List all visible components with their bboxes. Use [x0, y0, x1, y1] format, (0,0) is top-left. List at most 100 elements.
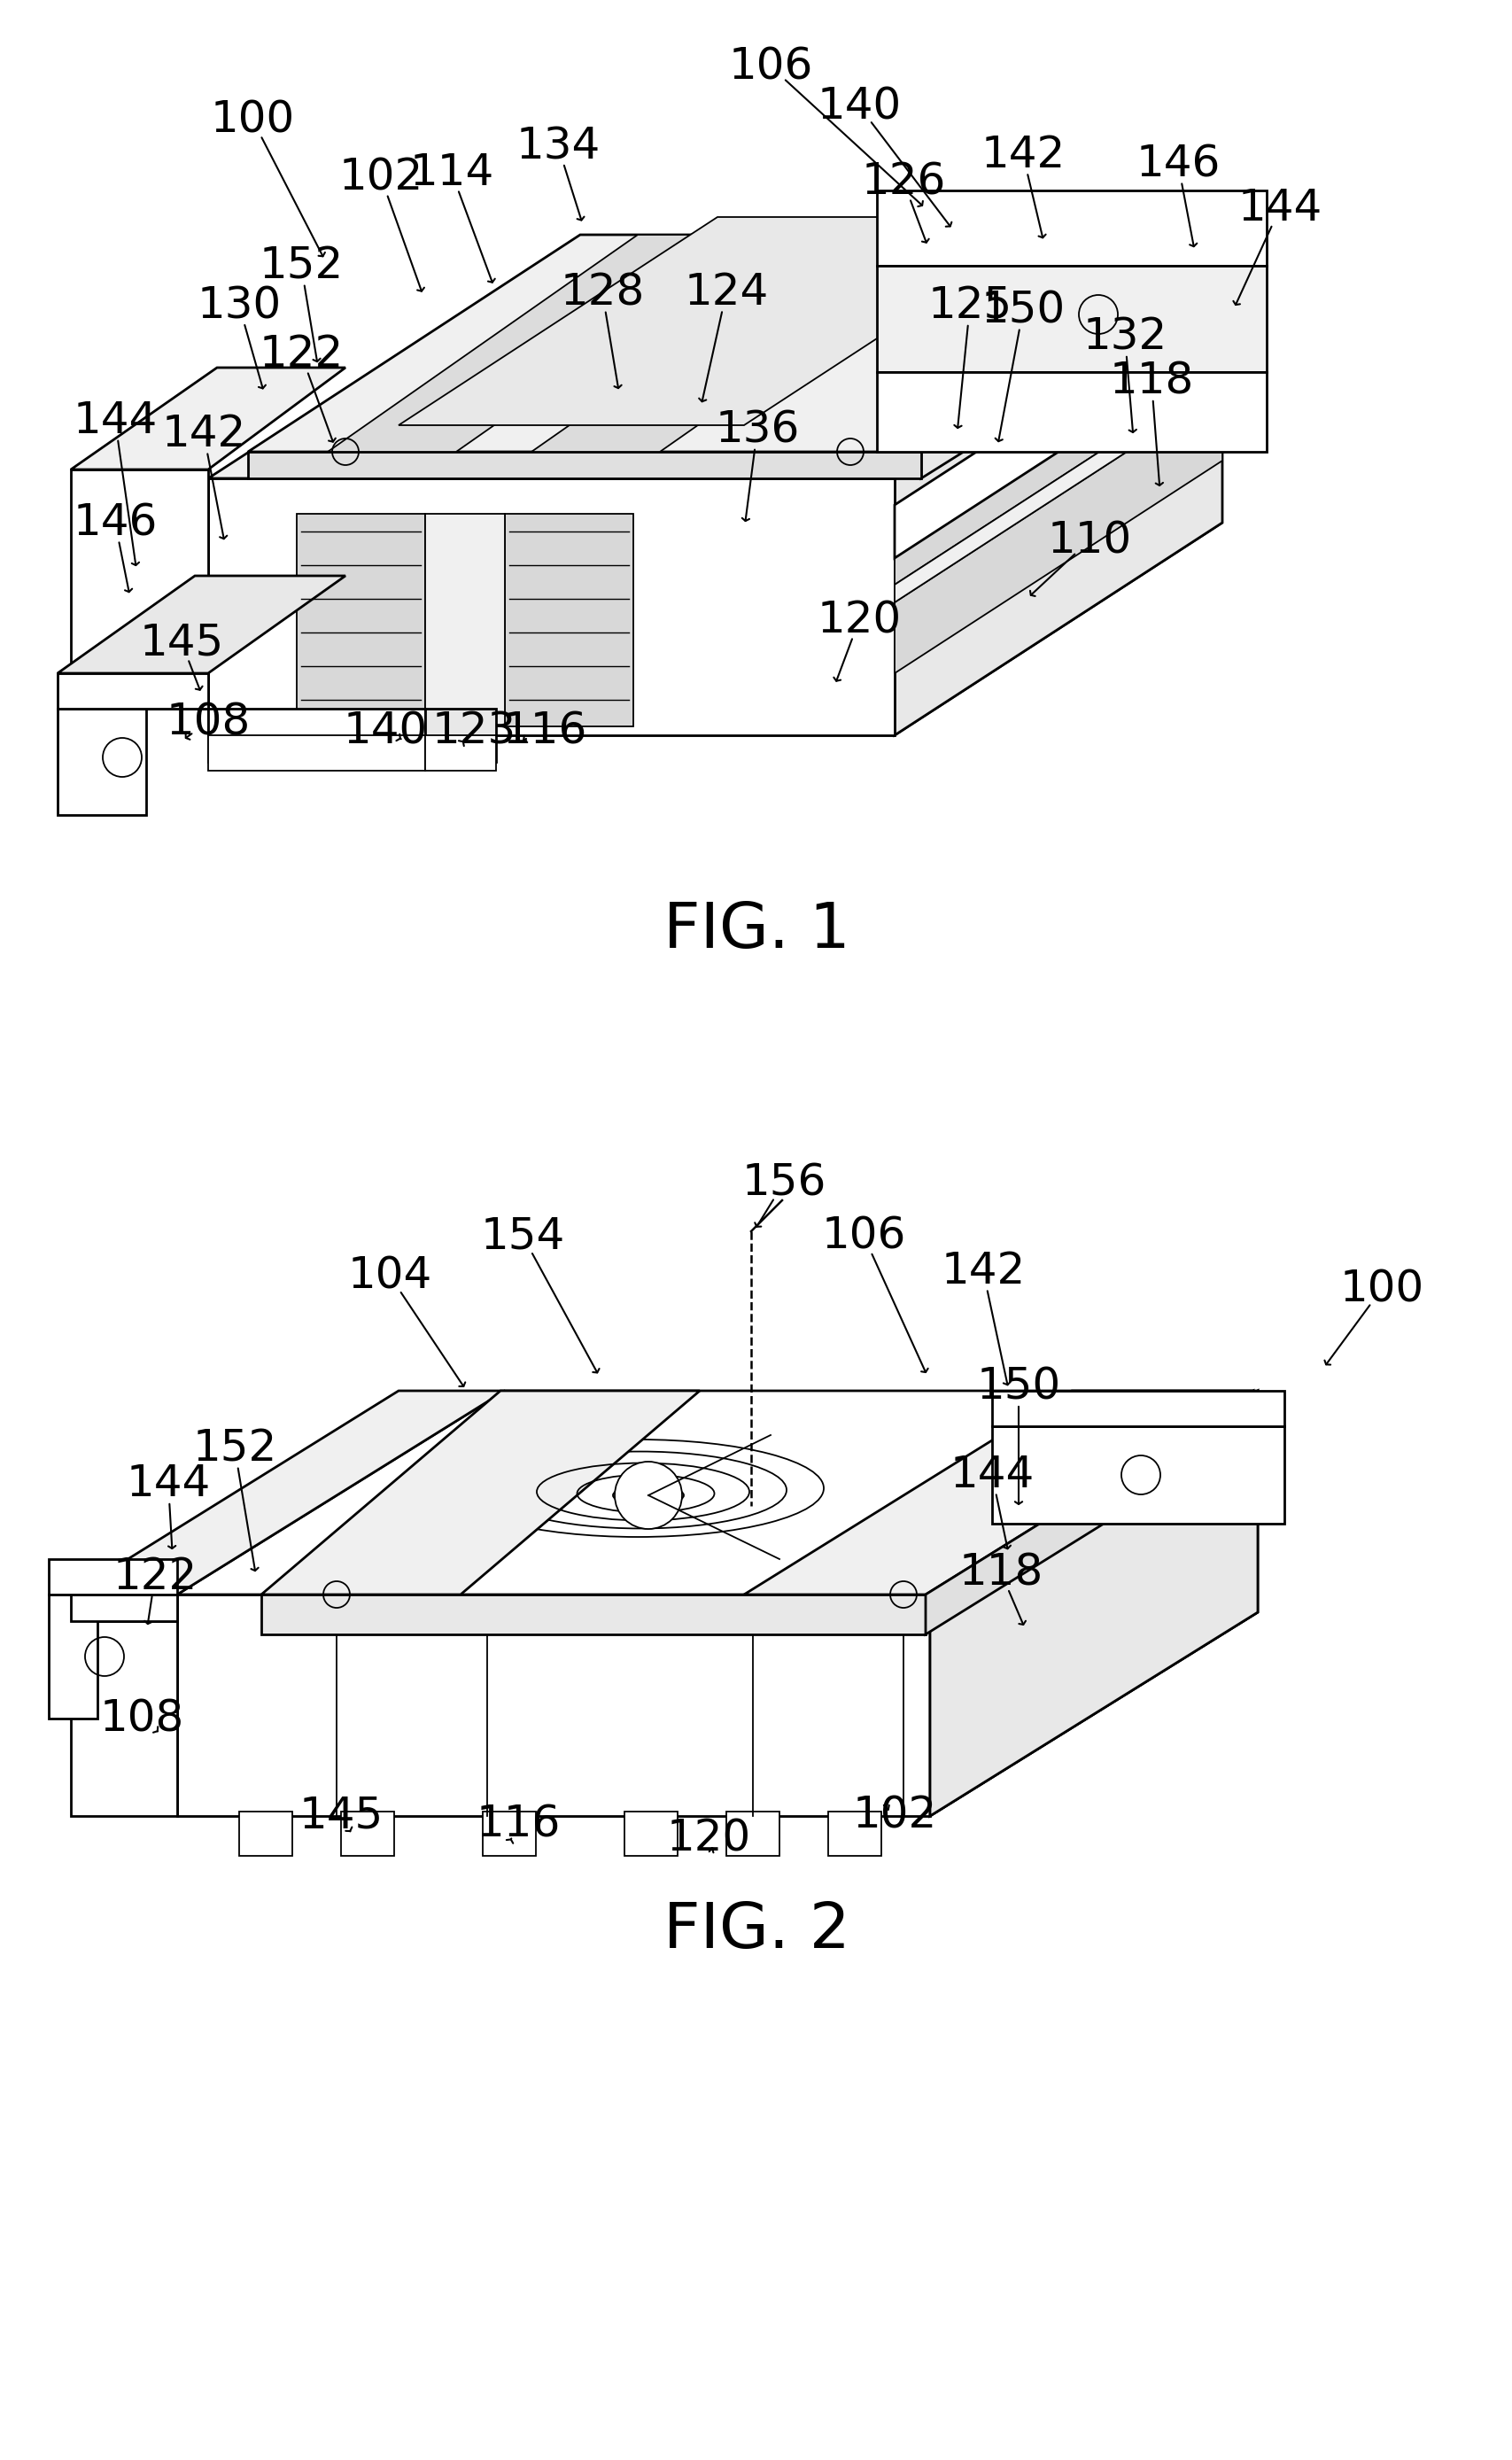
Polygon shape	[328, 266, 783, 477]
Polygon shape	[535, 266, 992, 477]
Text: 144: 144	[125, 1464, 210, 1506]
Text: 145: 145	[139, 620, 224, 664]
Polygon shape	[209, 708, 425, 763]
Polygon shape	[340, 1811, 395, 1855]
Polygon shape	[531, 234, 969, 453]
Text: 144: 144	[73, 399, 157, 443]
Text: 120: 120	[667, 1818, 750, 1860]
Text: 154: 154	[481, 1215, 564, 1257]
Text: 118: 118	[1108, 359, 1193, 401]
Polygon shape	[921, 234, 1252, 477]
Text: 123: 123	[431, 708, 516, 753]
Polygon shape	[71, 367, 345, 470]
Text: 116: 116	[502, 708, 587, 753]
Polygon shape	[877, 266, 1266, 371]
Text: 106: 106	[727, 44, 812, 89]
Text: 100: 100	[210, 98, 295, 140]
Polygon shape	[248, 453, 921, 477]
Text: 125: 125	[927, 285, 1012, 327]
Text: 104: 104	[348, 1255, 431, 1296]
Text: 108: 108	[166, 701, 249, 743]
Polygon shape	[425, 514, 505, 726]
Text: 146: 146	[1136, 143, 1220, 184]
Circle shape	[614, 1461, 682, 1530]
Polygon shape	[48, 1594, 97, 1720]
Text: 145: 145	[299, 1796, 383, 1838]
Text: 110: 110	[1046, 519, 1131, 561]
Text: 122: 122	[113, 1555, 197, 1599]
Polygon shape	[505, 514, 634, 726]
Text: FIG. 2: FIG. 2	[662, 1902, 850, 1961]
Polygon shape	[398, 216, 1063, 426]
Text: 122: 122	[259, 332, 343, 376]
Polygon shape	[925, 1390, 1252, 1633]
Polygon shape	[177, 1611, 1256, 1815]
Polygon shape	[624, 1811, 677, 1855]
Text: 146: 146	[73, 502, 157, 544]
Text: 102: 102	[339, 155, 423, 199]
Text: 116: 116	[476, 1803, 559, 1845]
Polygon shape	[262, 1594, 925, 1633]
Polygon shape	[992, 1427, 1284, 1523]
Text: 144: 144	[1237, 187, 1321, 229]
Polygon shape	[296, 514, 425, 726]
Polygon shape	[177, 1390, 1256, 1594]
Polygon shape	[930, 1412, 1256, 1815]
Text: 156: 156	[741, 1161, 826, 1203]
Polygon shape	[726, 1811, 779, 1855]
Polygon shape	[482, 1811, 535, 1855]
Polygon shape	[57, 576, 345, 674]
Polygon shape	[425, 708, 496, 763]
Polygon shape	[71, 1594, 177, 1621]
Text: 142: 142	[940, 1250, 1025, 1292]
Polygon shape	[71, 1390, 505, 1594]
Text: 152: 152	[192, 1427, 277, 1469]
Polygon shape	[744, 1390, 1252, 1594]
Polygon shape	[877, 189, 1266, 266]
Text: 128: 128	[559, 271, 644, 312]
Text: 118: 118	[959, 1552, 1042, 1594]
Text: 144: 144	[950, 1454, 1034, 1496]
Polygon shape	[930, 1390, 1256, 1815]
Polygon shape	[894, 300, 1222, 585]
Text: 140: 140	[343, 708, 428, 753]
Text: 108: 108	[100, 1697, 184, 1739]
Polygon shape	[894, 371, 1222, 603]
Text: 142: 142	[162, 413, 246, 455]
Polygon shape	[71, 1621, 177, 1815]
Polygon shape	[248, 234, 1252, 453]
Polygon shape	[48, 1560, 177, 1594]
Text: 120: 120	[816, 598, 901, 642]
Polygon shape	[894, 266, 1222, 736]
Text: 150: 150	[975, 1365, 1060, 1407]
Text: 100: 100	[1338, 1267, 1423, 1311]
Polygon shape	[827, 1811, 881, 1855]
Polygon shape	[930, 1390, 1256, 1616]
Polygon shape	[209, 522, 1222, 736]
Text: 150: 150	[980, 288, 1064, 332]
Polygon shape	[877, 371, 1266, 453]
Text: 126: 126	[860, 160, 945, 202]
Polygon shape	[992, 1390, 1284, 1427]
Polygon shape	[894, 389, 1222, 674]
Polygon shape	[328, 234, 765, 453]
Polygon shape	[177, 1594, 930, 1815]
Polygon shape	[209, 477, 894, 736]
Text: 134: 134	[516, 125, 600, 167]
Text: 102: 102	[851, 1796, 936, 1838]
Polygon shape	[425, 736, 496, 770]
Text: 106: 106	[821, 1215, 906, 1257]
Polygon shape	[239, 1811, 292, 1855]
Polygon shape	[262, 1390, 700, 1594]
Polygon shape	[894, 293, 1222, 558]
Polygon shape	[209, 736, 425, 770]
Text: 130: 130	[197, 285, 281, 327]
Polygon shape	[209, 266, 1222, 477]
Text: 114: 114	[410, 153, 493, 194]
Text: FIG. 1: FIG. 1	[662, 900, 850, 962]
Polygon shape	[57, 674, 209, 708]
Text: 140: 140	[816, 86, 901, 128]
Text: 132: 132	[1083, 315, 1166, 357]
Polygon shape	[57, 708, 147, 814]
Text: 124: 124	[683, 271, 768, 312]
